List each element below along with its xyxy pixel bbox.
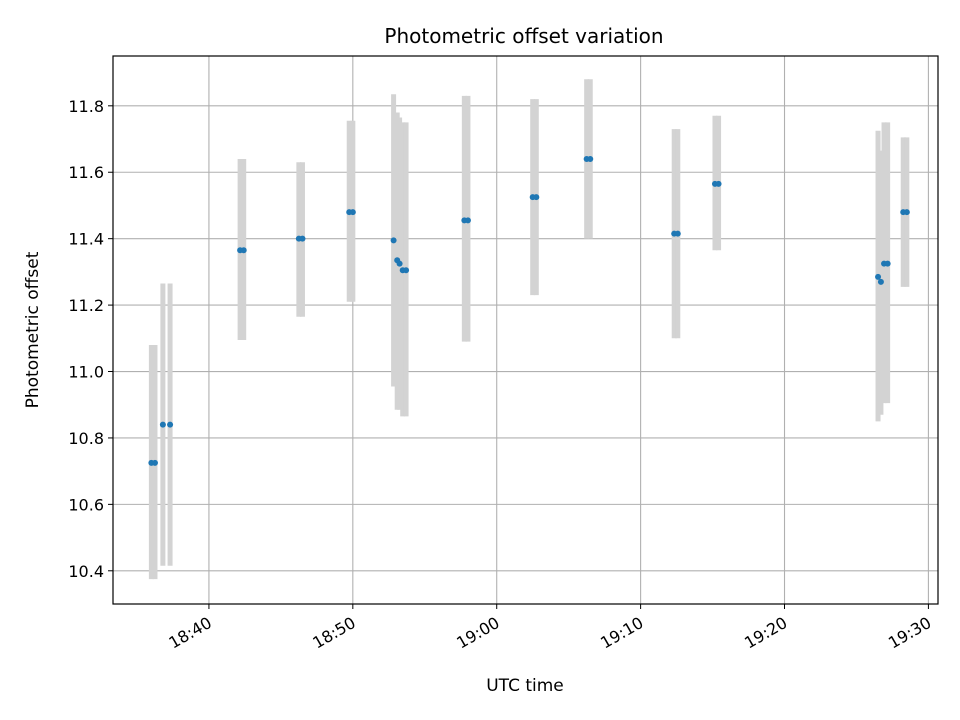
data-point xyxy=(390,237,397,244)
x-tick-label: 19:00 xyxy=(453,613,502,653)
y-axis-label: Photometric offset xyxy=(23,251,43,408)
y-tick-label: 10.4 xyxy=(68,562,104,581)
x-tick-label: 19:10 xyxy=(597,613,646,653)
y-tick-label: 11.2 xyxy=(68,296,104,315)
data-point xyxy=(240,247,247,254)
data-point xyxy=(875,273,882,280)
data-point xyxy=(299,235,306,242)
data-point xyxy=(396,260,403,267)
x-tick-label: 19:30 xyxy=(885,613,934,653)
data-point xyxy=(533,194,540,201)
data-point xyxy=(587,155,594,162)
y-tick-label: 10.6 xyxy=(68,495,104,514)
chart-title: Photometric offset variation xyxy=(384,24,663,48)
x-axis-ticks: 18:40 18:50 19:00 19:10 19:20 19:30 xyxy=(165,604,934,653)
data-point xyxy=(464,217,471,224)
grid xyxy=(113,56,938,604)
data-point xyxy=(884,260,891,267)
x-tick-label: 18:50 xyxy=(309,613,358,653)
data-point xyxy=(159,421,166,428)
data-point xyxy=(877,278,884,285)
y-axis-ticks: 10.4 10.6 10.8 11.0 11.2 11.4 11.6 11.8 xyxy=(68,97,113,581)
y-tick-label: 11.6 xyxy=(68,163,104,182)
x-axis-label: UTC time xyxy=(486,676,564,696)
data-point xyxy=(151,459,158,466)
x-tick-label: 19:20 xyxy=(741,613,790,653)
y-tick-label: 11.0 xyxy=(68,363,104,382)
plot-frame xyxy=(112,55,939,605)
data-point xyxy=(715,180,722,187)
data-points xyxy=(148,155,910,466)
y-tick-label: 10.8 xyxy=(68,429,104,448)
x-tick-label: 18:40 xyxy=(165,613,214,653)
data-point xyxy=(674,230,681,237)
data-point xyxy=(349,209,356,216)
data-point xyxy=(167,421,174,428)
y-tick-label: 11.4 xyxy=(68,230,104,249)
data-point xyxy=(903,209,910,216)
y-tick-label: 11.8 xyxy=(68,97,104,116)
data-point xyxy=(403,267,410,274)
